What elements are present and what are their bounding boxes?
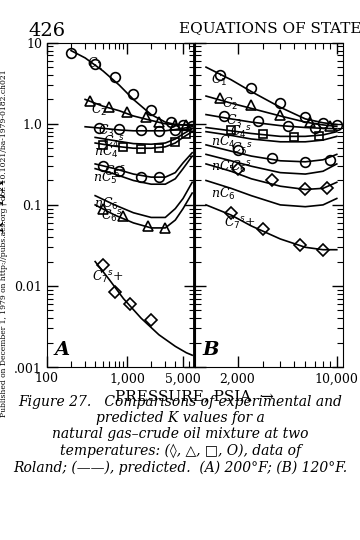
Text: C$_3$: C$_3$ xyxy=(225,113,242,129)
Text: PRESSURE, PSIA  →: PRESSURE, PSIA → xyxy=(115,389,274,403)
Text: C$_5$$^s$: C$_5$$^s$ xyxy=(103,164,126,180)
Text: C$_2$: C$_2$ xyxy=(91,102,108,118)
Text: C$_1$: C$_1$ xyxy=(87,56,104,72)
Text: C$_6$$^s$: C$_6$$^s$ xyxy=(230,159,252,174)
Text: C$_2$: C$_2$ xyxy=(221,96,238,112)
Y-axis label: K=Y/X: K=Y/X xyxy=(0,178,9,233)
Text: nC$_6$: nC$_6$ xyxy=(94,195,119,212)
Text: C$_7$$^s$+: C$_7$$^s$+ xyxy=(92,269,124,285)
Text: A: A xyxy=(54,340,69,358)
Text: EQUATIONS OF STATE: EQUATIONS OF STATE xyxy=(179,22,360,36)
Text: nC$_5$: nC$_5$ xyxy=(93,170,118,186)
Text: C$_1$: C$_1$ xyxy=(211,72,227,88)
Text: Published on December 1, 1979 on http://pubs.acs.org | doi: 10.1021/ba-1979-0182: Published on December 1, 1979 on http://… xyxy=(0,69,8,417)
Text: C$_5$$^s$: C$_5$$^s$ xyxy=(231,140,253,157)
Text: C$_3$: C$_3$ xyxy=(98,123,114,139)
Text: C$_6$$^s$: C$_6$$^s$ xyxy=(101,207,123,224)
Text: C$_7$$^s$+: C$_7$$^s$+ xyxy=(223,215,255,231)
Text: nC$_4$: nC$_4$ xyxy=(211,134,235,150)
Text: C$_4$$^s$: C$_4$$^s$ xyxy=(103,134,125,150)
Text: nC$_6$: nC$_6$ xyxy=(211,185,235,201)
Text: B: B xyxy=(202,340,218,358)
Text: Figure 27.   Comparisons of experimental and predicted K values for a
natural ga: Figure 27. Comparisons of experimental a… xyxy=(13,394,347,474)
Text: nC$_5$: nC$_5$ xyxy=(211,159,235,174)
Text: nC$_4$: nC$_4$ xyxy=(94,144,119,159)
Text: C$_4$$^s$: C$_4$$^s$ xyxy=(230,124,252,140)
Text: 426: 426 xyxy=(29,22,66,39)
